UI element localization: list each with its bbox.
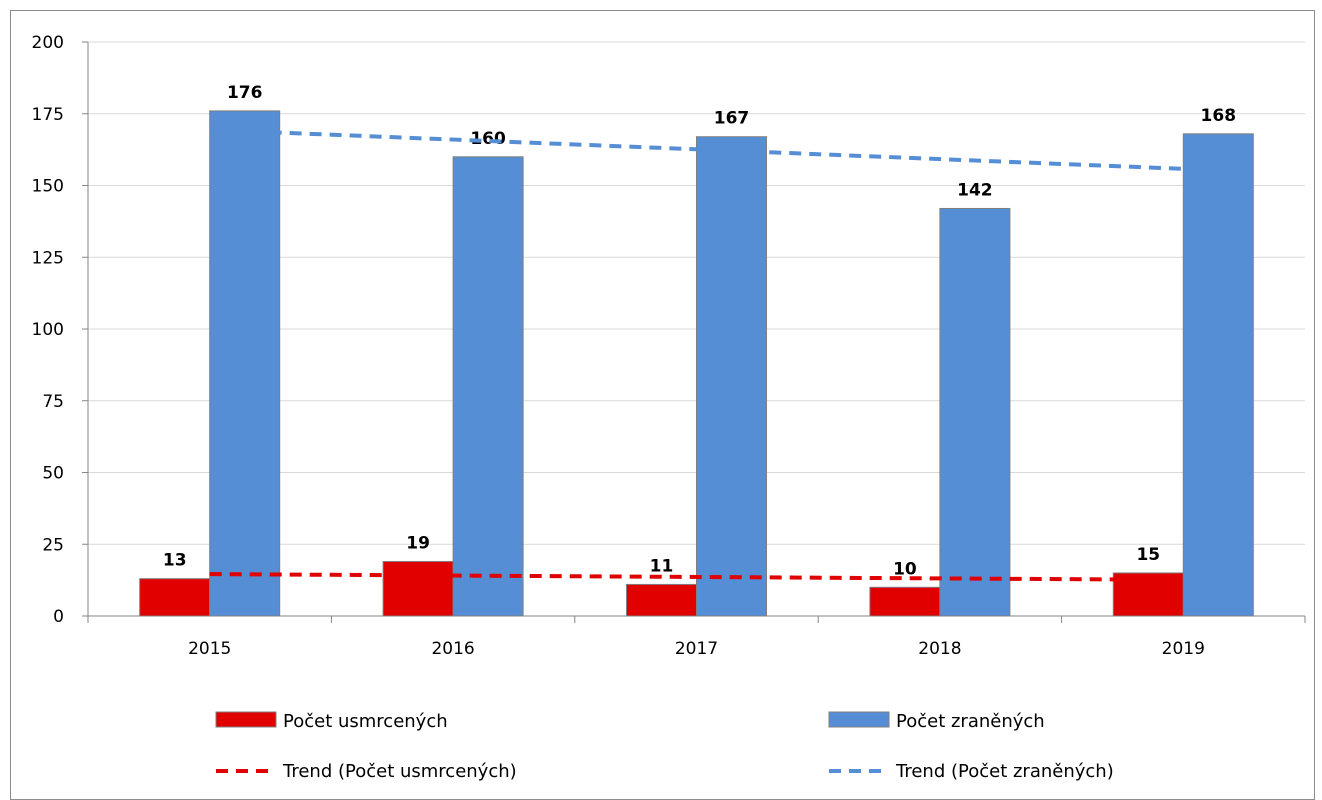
y-tick-label: 25 (42, 535, 64, 555)
legend-swatch-pocet-usmrcenych (215, 711, 277, 728)
y-tick-label: 0 (53, 607, 64, 627)
bar-pocet-usmrcenych (139, 578, 211, 617)
y-tick-label: 125 (32, 248, 64, 268)
data-label-pocet-usmrcenych: 10 (893, 559, 917, 579)
data-label-pocet-usmrcenych: 19 (406, 533, 430, 553)
bar-pocet-zranenych (696, 136, 767, 617)
bar-pocet-zranenych (1182, 133, 1254, 617)
bar-pocet-usmrcenych (382, 560, 454, 617)
legend-label-trend-pocet-zranenych: Trend (Počet zraněných) (895, 761, 1114, 782)
y-tick-label: 200 (32, 33, 64, 53)
y-tick-label: 50 (42, 464, 64, 484)
data-label-pocet-zranenych: 168 (1201, 106, 1237, 126)
bar-pocet-usmrcenych (626, 583, 697, 617)
legend-swatch-pocet-zranenych (828, 711, 890, 728)
data-label-pocet-zranenych: 167 (714, 109, 750, 129)
bar-pocet-zranenych (209, 110, 281, 617)
data-label-pocet-usmrcenych: 11 (650, 556, 674, 576)
bar-pocet-usmrcenych (869, 586, 941, 617)
x-tick-label: 2018 (918, 639, 961, 659)
trendline-pocet-usmrcenych (209, 572, 1184, 582)
legend-label-trend-pocet-usmrcenych: Trend (Počet usmrcených) (282, 761, 517, 782)
x-tick-label: 2015 (188, 639, 231, 659)
data-label-pocet-usmrcenych: 15 (1136, 545, 1160, 565)
data-label-pocet-zranenych: 176 (227, 83, 263, 103)
data-label-pocet-zranenych: 160 (470, 129, 506, 149)
bar-pocet-zranenych (939, 207, 1011, 617)
y-tick-label: 100 (32, 320, 64, 340)
x-tick-label: 2019 (1162, 639, 1205, 659)
trendline-pocet-zranenych (209, 127, 1184, 171)
y-tick-label: 75 (42, 392, 64, 412)
y-tick-label: 175 (32, 105, 64, 125)
legend-label-pocet-zranenych: Počet zraněných (896, 711, 1045, 732)
legend-label-pocet-usmrcenych: Počet usmrcených (283, 711, 448, 732)
data-label-pocet-zranenych: 142 (957, 180, 993, 200)
x-tick-label: 2016 (431, 639, 474, 659)
data-label-pocet-usmrcenych: 13 (163, 551, 187, 571)
bar-pocet-zranenych (452, 156, 524, 617)
x-tick-label: 2017 (675, 639, 718, 659)
y-tick-label: 150 (32, 177, 64, 197)
